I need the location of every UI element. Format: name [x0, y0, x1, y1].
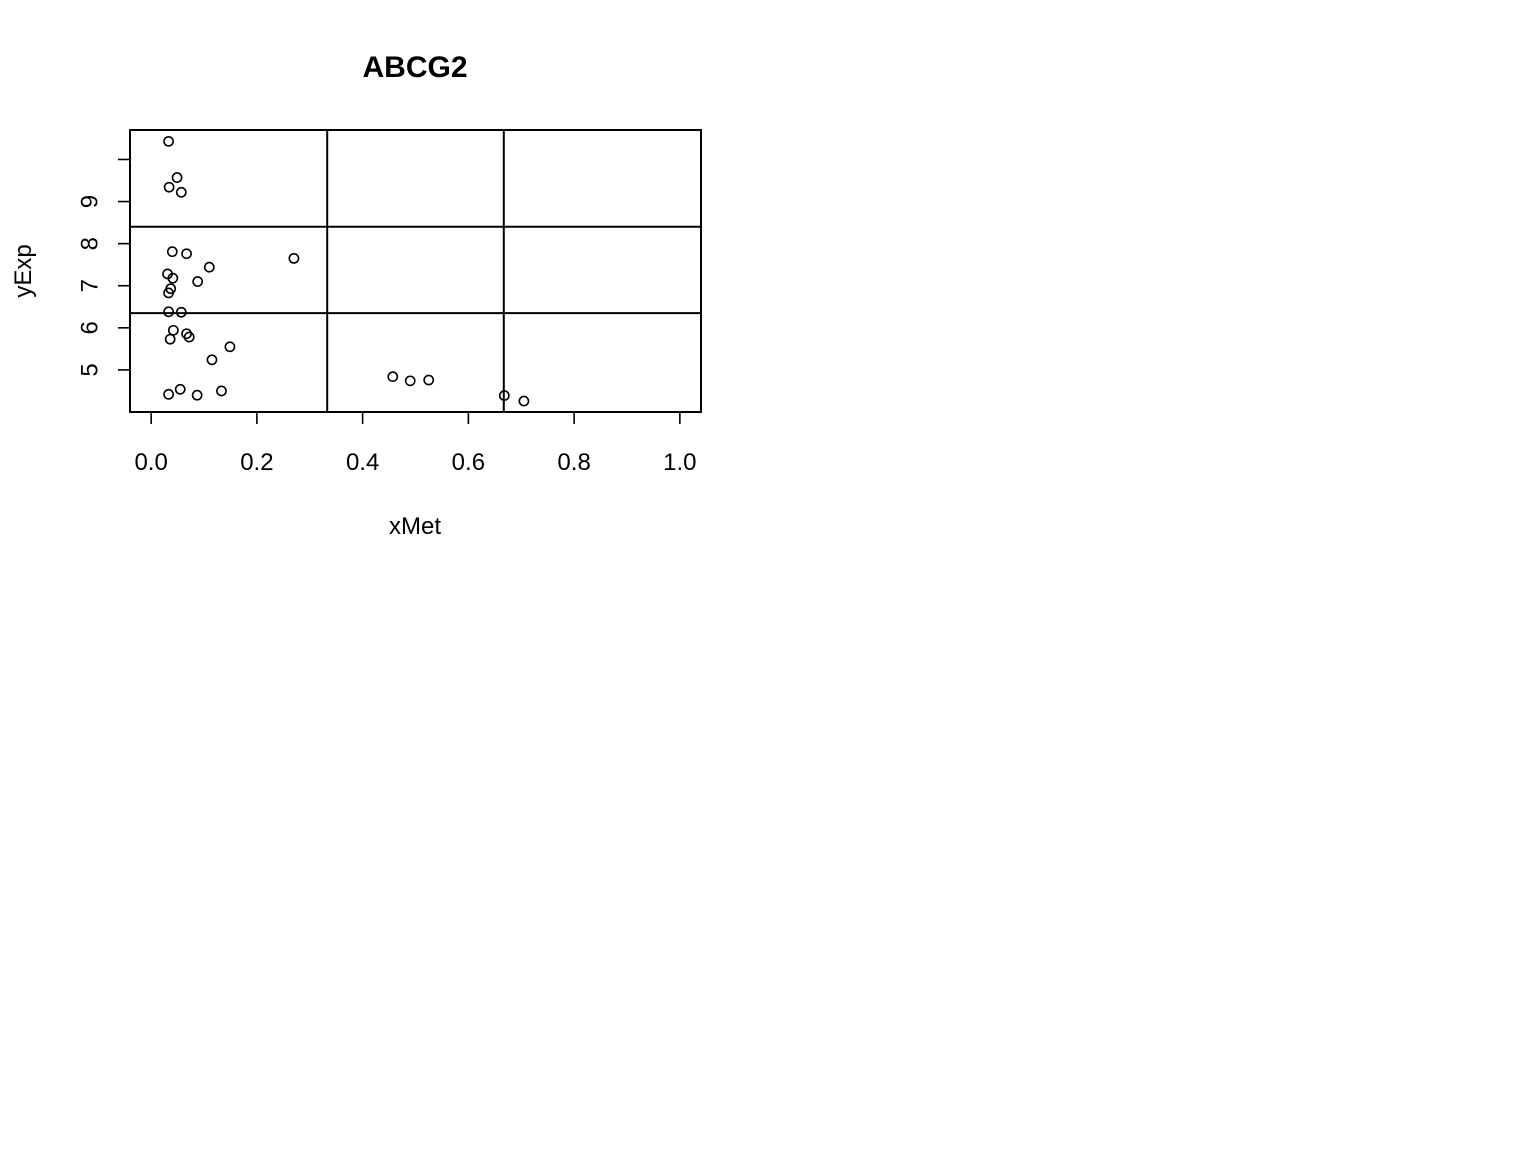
data-point	[191, 389, 203, 401]
x-tick-label: 0.6	[452, 449, 485, 476]
y-tick-label: 6	[77, 321, 104, 334]
data-point	[518, 395, 530, 407]
x-tick-label: 0.4	[346, 449, 379, 476]
y-tick-label: 8	[77, 237, 104, 250]
chart-title: ABCG2	[362, 51, 467, 84]
quadrant-dividers	[130, 130, 701, 412]
y-axis: 5 6 7 8 9	[77, 158, 131, 377]
data-point	[174, 383, 186, 395]
data-point	[166, 246, 178, 258]
data-point	[164, 333, 176, 345]
x-tick-label: 0.8	[557, 449, 590, 476]
y-tick-label: 5	[77, 363, 104, 376]
data-point	[175, 186, 187, 198]
plot-frame	[129, 129, 702, 413]
data-point	[423, 374, 435, 386]
y-tick-label: 9	[77, 195, 104, 208]
data-point	[192, 276, 204, 287]
data-point	[224, 341, 236, 353]
data-point	[181, 248, 192, 260]
x-tick-label: 0.0	[134, 449, 167, 476]
data-point	[163, 306, 174, 318]
data-point	[167, 324, 179, 336]
data-points	[162, 135, 530, 407]
data-point	[183, 331, 195, 343]
x-tick-label: 1.0	[663, 449, 696, 476]
data-point	[404, 375, 416, 387]
data-point	[203, 261, 215, 273]
data-point	[163, 388, 174, 400]
data-point	[175, 306, 187, 318]
data-point	[206, 354, 218, 366]
data-point	[171, 172, 183, 183]
data-point	[163, 287, 174, 299]
x-axis: 0.0 0.2 0.4 0.6 0.8 1.0	[134, 411, 697, 476]
data-point	[387, 371, 399, 383]
data-point	[498, 390, 510, 401]
x-tick-label: 0.2	[240, 449, 273, 476]
y-tick-label: 7	[77, 279, 104, 292]
data-point	[163, 135, 174, 147]
data-point	[163, 181, 175, 193]
data-point	[288, 252, 300, 264]
data-point	[167, 272, 179, 284]
x-axis-label: xMet	[389, 513, 441, 540]
data-point	[181, 328, 192, 340]
data-point	[216, 385, 227, 397]
y-axis-label: yExp	[10, 244, 37, 297]
